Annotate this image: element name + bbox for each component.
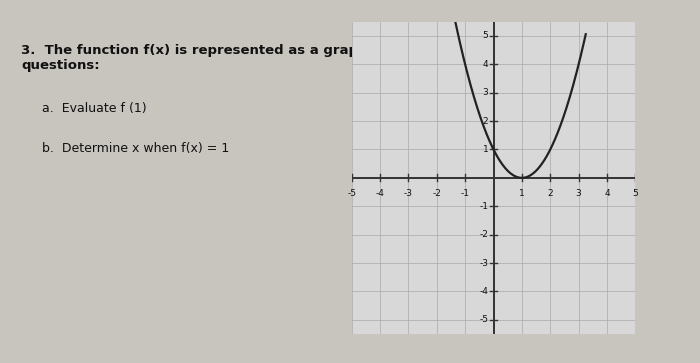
Text: 1: 1	[519, 189, 525, 198]
Text: b.  Determine x when f(x) = 1: b. Determine x when f(x) = 1	[42, 142, 230, 155]
Text: -5: -5	[480, 315, 489, 324]
Text: -2: -2	[480, 230, 489, 239]
Text: 5: 5	[482, 32, 489, 40]
Text: 3: 3	[482, 88, 489, 97]
Text: -2: -2	[433, 189, 441, 198]
Text: 3: 3	[576, 189, 582, 198]
Text: 2: 2	[483, 117, 489, 126]
Text: -1: -1	[480, 202, 489, 211]
Text: 4: 4	[604, 189, 610, 198]
Text: 5: 5	[633, 189, 638, 198]
Text: a.  Evaluate f (1): a. Evaluate f (1)	[42, 102, 146, 115]
Text: -5: -5	[347, 189, 356, 198]
Text: 4: 4	[483, 60, 489, 69]
Text: -4: -4	[480, 287, 489, 296]
Text: -3: -3	[404, 189, 413, 198]
Text: -4: -4	[375, 189, 384, 198]
Text: -1: -1	[461, 189, 470, 198]
Text: 3.  The function f(x) is represented as a graph. Use f(x) to answer the followin: 3. The function f(x) is represented as a…	[21, 44, 618, 72]
Text: 2: 2	[547, 189, 553, 198]
Text: 1: 1	[482, 145, 489, 154]
Text: -3: -3	[480, 258, 489, 268]
